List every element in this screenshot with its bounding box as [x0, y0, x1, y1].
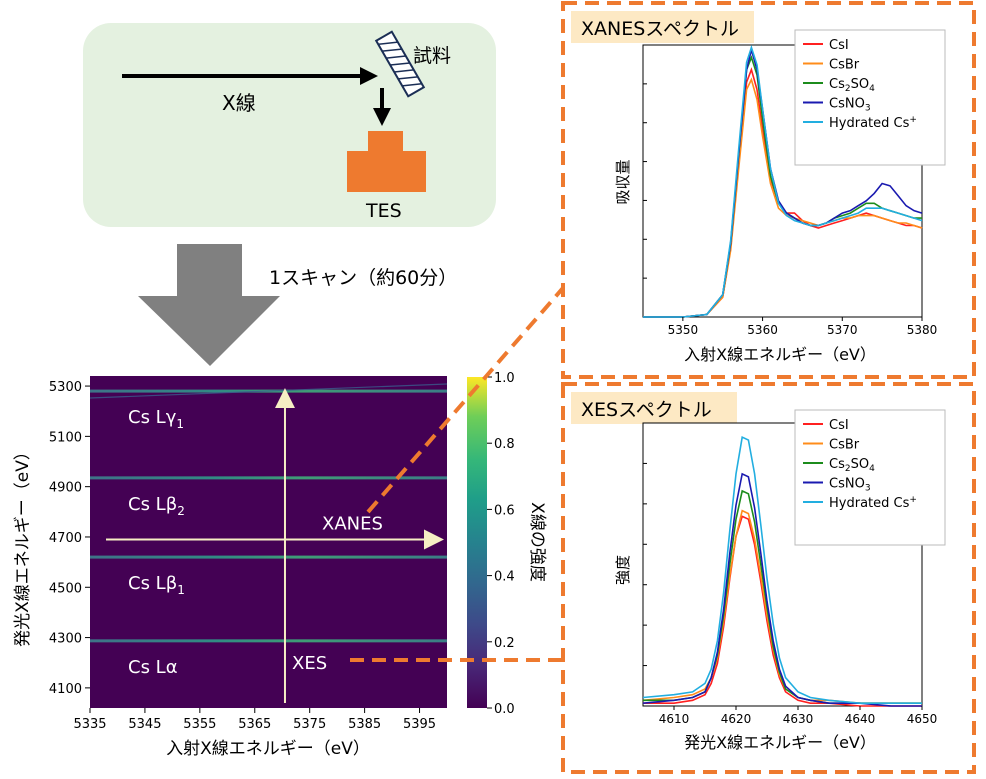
heatmap-y-tick-label: 5300 — [49, 380, 82, 395]
xes-x-tick-label: 4610 — [659, 712, 690, 726]
elastic-stripe — [89, 383, 448, 399]
xanes-legend-label: CsBr — [829, 58, 860, 73]
heatmap-x-tick-label: 5355 — [183, 717, 216, 732]
heatmap-y-tick-label: 4500 — [49, 581, 82, 596]
heatmap-x-tick-label: 5365 — [238, 717, 271, 732]
xanes-ylabel: 吸収量 — [614, 159, 632, 204]
heatmap-y-tick-label: 5100 — [49, 430, 82, 445]
cut-arrows: XANES XES — [106, 388, 444, 703]
xes-legend — [794, 409, 946, 546]
colorbar-tick-label: 0.0 — [494, 702, 515, 717]
heatmap-axes: 5335 5345 5355 5365 5375 5385 5395 4100 4300 4500… — [49, 380, 436, 732]
emission-line-stripes — [89, 383, 448, 643]
xes-title: XESスペクトル — [581, 399, 712, 421]
setup-diagram: 試料 X線 TES — [83, 23, 496, 227]
colorbar-tick-label: 0.8 — [494, 437, 515, 452]
sample-icon — [374, 30, 426, 98]
xes-x-tick-label: 4630 — [783, 712, 814, 726]
xes-ylabel: 強度 — [614, 555, 632, 585]
colorbar-tick-label: 0.6 — [494, 503, 515, 518]
xanes-x-tick-label: 5380 — [907, 323, 938, 337]
scan-arrow — [138, 244, 280, 366]
colorbar-axis: 0.0 0.2 0.4 0.6 0.8 1.0 — [487, 371, 515, 717]
xanes-title: XANESスペクトル — [581, 18, 739, 40]
emission-stripe — [90, 555, 447, 559]
tes-detector-icon — [347, 131, 426, 192]
colorbar-tick-label: 0.2 — [494, 636, 515, 651]
emission-line-label: Cs Lβ1 — [128, 573, 185, 597]
xes-series-line — [643, 515, 922, 707]
xes-cut-label: XES — [292, 653, 327, 674]
xes-legend-label: Hydrated Cs+ — [829, 495, 917, 511]
heatmap-y-tick-label: 4100 — [49, 682, 82, 697]
emission-arrowhead — [373, 108, 391, 126]
heatmap-xlabel: 入射X線エネルギー（eV） — [166, 739, 370, 759]
xes-panel-border — [561, 382, 976, 774]
heatmap-x-tick-label: 5345 — [128, 717, 161, 732]
xanes-legend-label: CsI — [829, 38, 849, 53]
sample-label: 試料 — [413, 45, 451, 67]
xanes-chart: 5350 5360 5370 5380 CsI CsBr Cs2SO4 CsNO3Hydrat… — [642, 29, 946, 337]
xanes-panel: XANESスペクトル 5350 5360 5370 5380 CsI CsBr Cs2SO4… — [561, 1, 976, 379]
xanes-xlabel: 入射X線エネルギー（eV） — [684, 345, 876, 364]
xes-x-tick-label: 4650 — [907, 712, 938, 726]
xanes-series-line — [643, 77, 923, 318]
xanes-legend-label: Hydrated Cs+ — [829, 115, 917, 131]
heatmap-y-tick-label: 4900 — [49, 481, 82, 496]
heatmap-x-tick-label: 5395 — [403, 717, 436, 732]
xanes-legend-label: CsNO3 — [829, 97, 871, 114]
xanes-legend-label: Cs2SO4 — [829, 77, 875, 94]
xes-panel: XESスペクトル 4610 4620 4630 4640 4650 CsI CsBr Cs2S… — [561, 382, 976, 774]
xes-x-tick-label: 4620 — [721, 712, 752, 726]
rixs-map: Cs Lγ1 Cs Lβ2 Cs Lβ1 Cs Lα XANES XES 5335 534… — [13, 371, 547, 759]
connectors — [350, 286, 565, 662]
xes-legend-label: CsBr — [829, 438, 860, 453]
detector-label: TES — [365, 200, 402, 222]
xes-xlabel: 発光X線エネルギー（eV） — [684, 733, 876, 752]
xes-x-tick-label: 4640 — [845, 712, 876, 726]
beam-arrowhead — [360, 67, 378, 85]
xes-series-line — [642, 472, 922, 707]
emission-line-label: Cs Lα — [128, 657, 178, 678]
xanes-title-box — [571, 11, 754, 43]
xanes-x-tick-label: 5360 — [747, 323, 778, 337]
xes-legend-label: Cs2SO4 — [829, 457, 875, 474]
emission-line-labels: Cs Lγ1 Cs Lβ2 Cs Lβ1 Cs Lα — [128, 407, 185, 678]
colorbar — [467, 377, 487, 708]
xanes-legend — [794, 29, 946, 166]
xes-legend-label: CsNO3 — [829, 477, 871, 494]
xanes-x-tick-label: 5350 — [668, 323, 699, 337]
xanes-x-tick-label: 5370 — [827, 323, 858, 337]
colorbar-tick-label: 0.4 — [494, 570, 515, 585]
emission-line-label: Cs Lβ2 — [128, 494, 185, 518]
emission-line-label: Cs Lγ1 — [128, 407, 184, 431]
emission-stripe — [90, 476, 447, 480]
heatmap-x-tick-label: 5375 — [293, 717, 326, 732]
heatmap-x-tick-label: 5335 — [73, 717, 106, 732]
xes-chart: 4610 4620 4630 4640 4650 CsI CsBr Cs2SO4 CsNO3Hy… — [642, 409, 946, 726]
heatmap-ylabel: 発光X線エネルギー（eV） — [13, 443, 33, 647]
emission-stripe — [90, 639, 447, 643]
colorbar-tick-label: 1.0 — [494, 371, 515, 386]
heatmap-y-tick-label: 4700 — [49, 531, 82, 546]
xanes-panel-border — [561, 1, 976, 379]
heatmap-y-tick-label: 4300 — [49, 632, 82, 647]
heatmap-x-tick-label: 5385 — [348, 717, 381, 732]
xanes-series-line — [643, 44, 923, 318]
beam-label: X線 — [222, 91, 256, 115]
xes-legend-label: CsI — [829, 418, 849, 433]
xes-series-line — [642, 436, 922, 705]
scan-label: 1スキャン（約60分） — [269, 267, 457, 289]
xanes-connector — [366, 286, 565, 514]
xanes-cut-label: XANES — [322, 513, 383, 534]
xes-title-box — [571, 392, 737, 424]
heatmap-plot-area — [90, 376, 447, 708]
colorbar-label: X線の強度 — [527, 502, 547, 582]
